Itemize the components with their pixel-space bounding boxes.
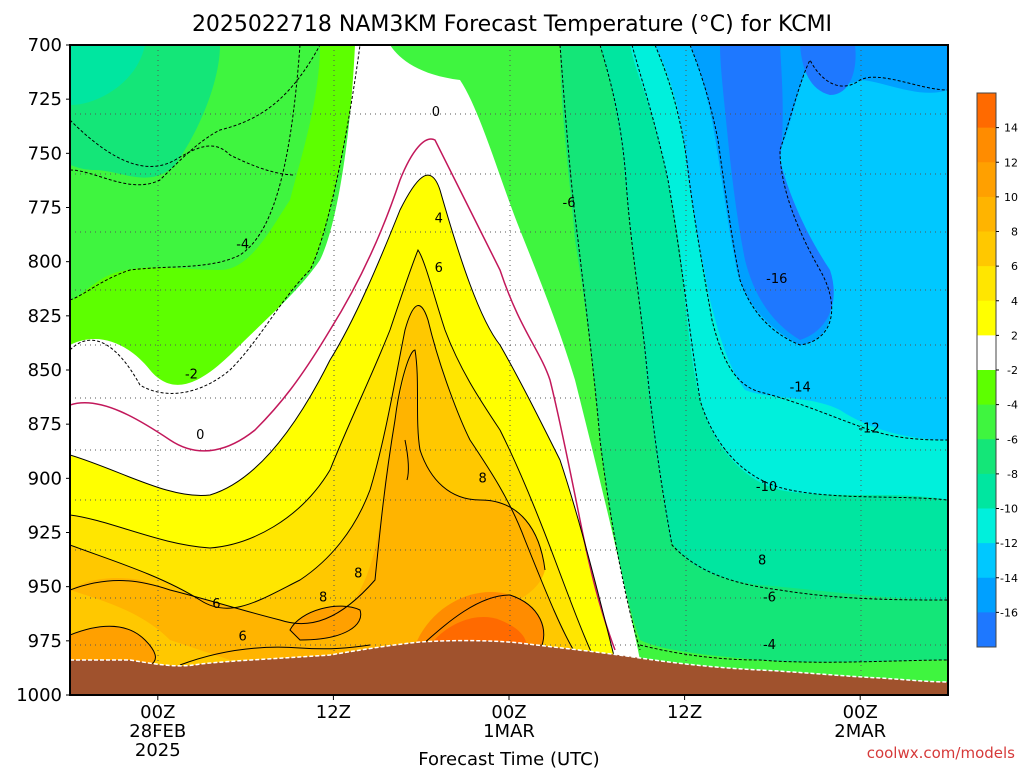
colorbar-swatch xyxy=(977,93,996,129)
contour-label: -6 xyxy=(563,196,576,211)
colorbar: 14 12 10 8 6 4 2 -2 -4 -6 -8 -10 -12 -14 -16 xyxy=(976,92,1018,648)
contour-labels: 0 0 -2 -4 -6 4 6 8 8 8 6 6 -16 -14 -12 -10 8 -6 -4 xyxy=(185,105,880,653)
colorbar-swatch xyxy=(977,370,996,406)
y-tick-label: 850 xyxy=(28,360,62,381)
colorbar-swatch xyxy=(977,577,996,613)
y-tick-label: 800 xyxy=(28,252,62,273)
y-tick-label: 775 xyxy=(28,198,62,219)
colorbar-label: 10 xyxy=(1004,191,1018,204)
y-tick-label: 750 xyxy=(28,143,62,164)
colorbar-swatch xyxy=(977,162,996,198)
contour-label: -14 xyxy=(790,380,811,395)
x-tick-label: 00Z xyxy=(491,702,526,723)
colorbar-swatch xyxy=(977,127,996,163)
y-tick-label: 925 xyxy=(28,523,62,544)
contours-zero xyxy=(70,138,616,651)
colorbar-label: -8 xyxy=(1007,468,1018,481)
contour-label: 6 xyxy=(239,630,247,645)
contour-label: -4 xyxy=(236,237,249,252)
contour-label: -16 xyxy=(766,272,787,287)
y-axis: 700 725 750 775 800 825 850 875 900 925 950 975 1000 xyxy=(16,35,70,706)
colorbar-label: -10 xyxy=(1000,503,1018,516)
fill-8-10 xyxy=(70,350,545,660)
contour-label: 6 xyxy=(435,261,443,276)
colorbar-swatch xyxy=(977,300,996,336)
colorbar-label: -6 xyxy=(1007,433,1018,446)
y-tick-label: 1000 xyxy=(16,685,62,706)
colorbar-label: -2 xyxy=(1007,364,1018,377)
x-tick-label: 00Z xyxy=(843,702,878,723)
contour-label: 8 xyxy=(758,554,766,569)
colorbar-swatch xyxy=(977,508,996,544)
contour-label: 8 xyxy=(479,471,487,486)
y-tick-label: 900 xyxy=(28,468,62,489)
colorbar-swatch xyxy=(977,543,996,579)
contour-label: -6 xyxy=(763,591,776,606)
contour-label: 8 xyxy=(319,591,327,606)
fill-right-core2 xyxy=(800,45,856,95)
contour-label: 0 xyxy=(432,105,440,120)
x-tick-date: 2MAR xyxy=(834,721,886,742)
colorbar-label: 6 xyxy=(1011,260,1018,273)
colorbar-swatch xyxy=(977,196,996,232)
colorbar-label: -14 xyxy=(1000,572,1018,585)
contour-label: -2 xyxy=(185,367,198,382)
y-tick-label: 725 xyxy=(28,89,62,110)
colorbar-swatch xyxy=(977,473,996,509)
colorbar-label: -4 xyxy=(1007,399,1018,412)
contour-label: -12 xyxy=(858,422,879,437)
colorbar-label: 14 xyxy=(1004,122,1018,135)
x-tick-label: 12Z xyxy=(316,702,351,723)
fill-left-minus10-inner xyxy=(70,45,145,105)
colorbar-swatch xyxy=(977,439,996,475)
y-tick-label: 975 xyxy=(28,631,62,652)
fill-10-12-left xyxy=(70,626,156,670)
fill-right-core xyxy=(720,45,834,340)
x-tick-label: 00Z xyxy=(140,702,175,723)
y-tick-label: 700 xyxy=(28,35,62,56)
colorbar-swatch xyxy=(977,612,996,648)
credit-text: coolwx.com/models xyxy=(867,744,1015,762)
contour-label: 0 xyxy=(196,428,204,443)
colorbar-swatch xyxy=(977,404,996,440)
plot-area xyxy=(70,45,948,695)
y-tick-label: 950 xyxy=(28,577,62,598)
colorbar-label: 12 xyxy=(1004,156,1018,169)
y-tick-label: 825 xyxy=(28,306,62,327)
grid xyxy=(70,45,948,695)
x-tick-date: 1MAR xyxy=(483,721,535,742)
colorbar-swatch xyxy=(977,335,996,371)
contour-label: 8 xyxy=(354,567,362,582)
x-tick-date: 28FEB xyxy=(129,721,186,742)
contour-label: 4 xyxy=(435,211,443,226)
contour-label: -4 xyxy=(763,638,776,653)
contours-warm xyxy=(70,174,616,666)
x-tick-label: 12Z xyxy=(667,702,702,723)
x-axis-label: Forecast Time (UTC) xyxy=(418,749,599,768)
colorbar-swatch xyxy=(977,231,996,267)
colorbar-label: 2 xyxy=(1011,329,1018,342)
chart-title: 2025022718 NAM3KM Forecast Temperature (… xyxy=(192,12,832,37)
contour-label: 6 xyxy=(212,597,220,612)
y-tick-label: 875 xyxy=(28,414,62,435)
fill-blob-12z xyxy=(290,606,361,640)
terrain xyxy=(70,639,948,695)
contour-label: -10 xyxy=(756,480,777,495)
contours-cold xyxy=(70,45,948,663)
colorbar-label: -12 xyxy=(1000,537,1018,550)
colorbar-label: 8 xyxy=(1011,226,1018,239)
x-tick-year: 2025 xyxy=(135,740,181,761)
colorbar-swatch xyxy=(977,266,996,302)
colorbar-label: -16 xyxy=(1000,606,1018,619)
colorbar-label: 4 xyxy=(1011,295,1018,308)
